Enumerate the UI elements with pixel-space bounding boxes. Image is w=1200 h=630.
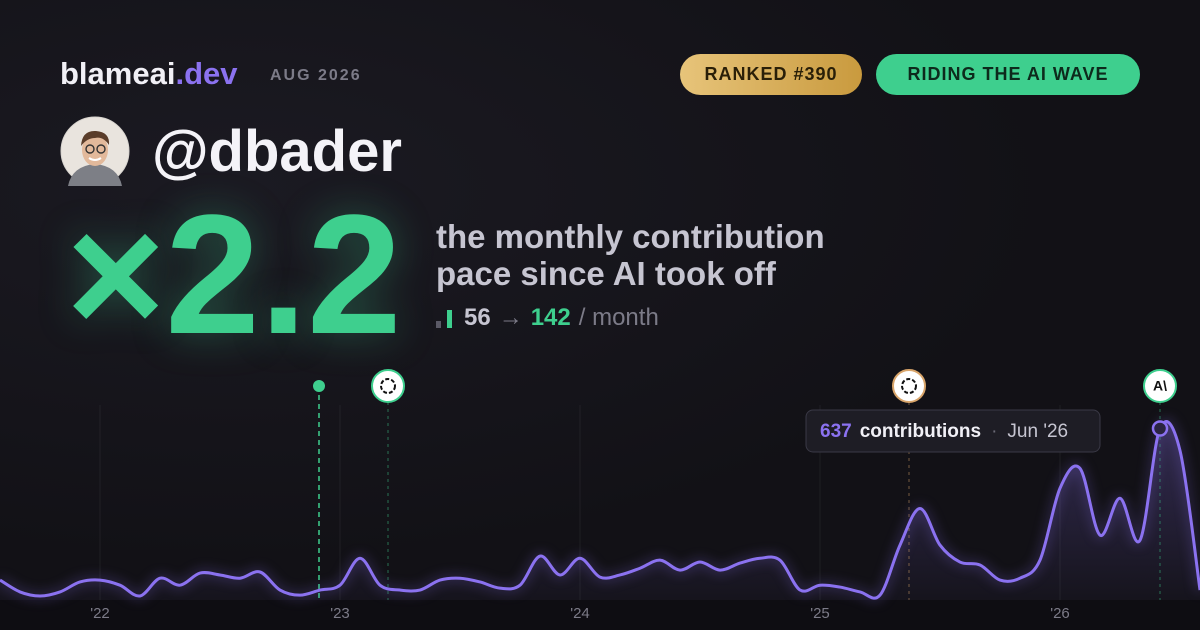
tooltip-date: Jun '26: [1007, 421, 1068, 442]
avatar: [60, 116, 130, 186]
arrow: →: [498, 304, 523, 331]
tooltip-label: contributions: [860, 421, 981, 442]
from-value: 56: [464, 304, 491, 331]
tooltip-text: 637 contributions · Jun '26: [820, 421, 1068, 442]
x-tick-label: '24: [570, 605, 590, 622]
brand-name: blameai: [60, 56, 176, 91]
area: [0, 421, 1200, 600]
wave-badge: RIDING THE AI WAVE: [876, 54, 1140, 95]
stats: 56 → 142 / month: [436, 304, 659, 332]
unit: / month: [578, 304, 659, 331]
bars-icon: [436, 310, 452, 328]
tooltip: 637 contributions · Jun '26: [805, 409, 1101, 453]
x-tick-label: '26: [1050, 605, 1070, 622]
description: the monthly contribution pace since AI t…: [436, 218, 825, 292]
brand-tld: .dev: [175, 56, 238, 91]
axis-strip: [0, 600, 1200, 630]
tooltip-box: [805, 409, 1101, 453]
date: AUG 2026: [270, 67, 362, 84]
tooltip-value: 637: [820, 421, 852, 442]
annotation-label: A\: [1153, 378, 1167, 394]
to-value: 142: [530, 304, 571, 331]
x-tick-label: '23: [330, 605, 350, 622]
username: @dbader: [152, 119, 402, 184]
description-line: pace since AI took off: [436, 255, 776, 292]
event-openai-2: [892, 369, 926, 600]
multiplier: ×2.2: [66, 180, 402, 370]
x-tick-label: '25: [810, 605, 830, 622]
tooltip-separator: ·: [991, 421, 997, 442]
event-openai: [371, 369, 405, 600]
hover-point: [1151, 420, 1169, 437]
line: [0, 420, 1200, 600]
description-line: the monthly contribution: [436, 218, 825, 255]
brand: blameai.dev: [60, 56, 237, 92]
rank-badge: RANKED #390: [680, 54, 862, 95]
event-chatgpt: [313, 380, 325, 600]
x-tick-label: '22: [90, 605, 110, 622]
event-anthropic: A\: [1143, 369, 1177, 600]
